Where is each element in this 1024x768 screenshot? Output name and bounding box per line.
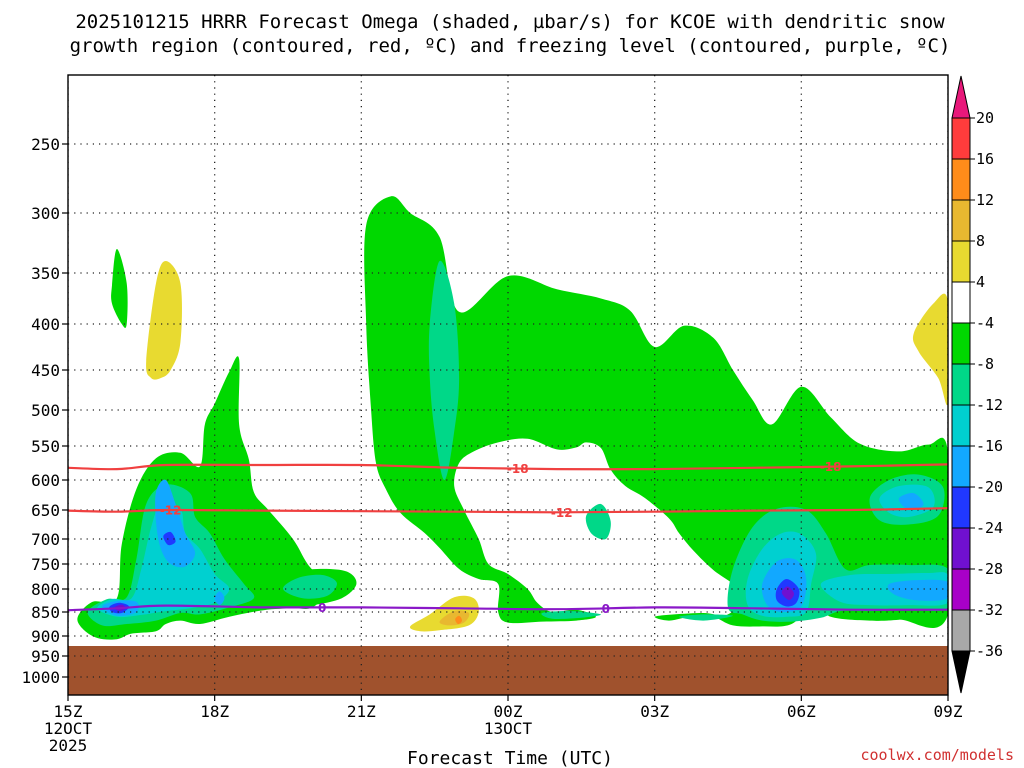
omega-shading xyxy=(77,196,948,640)
colorbar-swatch-8 xyxy=(951,445,971,488)
omega-region-m4-3 xyxy=(111,248,128,328)
colorbar-label-10: -24 xyxy=(976,519,1003,537)
colorbar-top-arrow xyxy=(951,75,971,119)
contour-line-m18 xyxy=(68,463,948,471)
colorbar-swatch-2 xyxy=(951,199,971,242)
colorbar-label-13: -36 xyxy=(976,642,1003,660)
omega-region-m8-5 xyxy=(283,574,337,599)
omega-region-m12-12 xyxy=(97,502,230,618)
colorbar-label-0: 20 xyxy=(976,109,994,127)
contour-label-m12-1: -12 xyxy=(551,506,573,520)
omega-region-4-28 xyxy=(912,293,948,405)
colorbar-label-8: -16 xyxy=(976,437,1003,455)
colorbar-label-7: -12 xyxy=(976,396,1003,414)
omega-region-m8-7 xyxy=(679,614,733,621)
y-tick-label-300: 300 xyxy=(31,204,60,223)
x-tick-label-6-0: 21Z xyxy=(347,702,376,721)
colorbar-label-6: -8 xyxy=(976,355,994,373)
colorbar-label-2: 12 xyxy=(976,191,994,209)
y-tick-label-650: 650 xyxy=(31,501,60,520)
y-tick-label-950: 950 xyxy=(31,647,60,666)
omega-region-m8-8 xyxy=(428,260,460,480)
contour-line-0 xyxy=(68,604,948,612)
credit-text: coolwx.com/models xyxy=(860,746,1014,764)
y-tick-label-250: 250 xyxy=(31,135,60,154)
colorbar-swatch-5 xyxy=(951,322,971,365)
colorbar-swatch-10 xyxy=(951,527,971,570)
colorbar-label-4: 4 xyxy=(976,273,985,291)
colorbar-label-3: 8 xyxy=(976,232,985,250)
contour-label-m12-0: -12 xyxy=(160,504,182,518)
colorbar-bottom-arrow xyxy=(951,650,971,694)
x-tick-label-12-0: 03Z xyxy=(640,702,669,721)
x-tick-label-9-1: 13OCT xyxy=(484,719,533,738)
colorbar-swatch-7 xyxy=(951,404,971,447)
y-tick-label-400: 400 xyxy=(31,315,60,334)
x-axis-label: Forecast Time (UTC) xyxy=(407,748,613,768)
y-tick-label-450: 450 xyxy=(31,361,60,380)
colorbar-label-1: 16 xyxy=(976,150,994,168)
omega-region-m16-21 xyxy=(898,493,924,511)
colorbar-label-9: -20 xyxy=(976,478,1003,496)
contour-line-m12 xyxy=(68,507,948,514)
contour-label-0-1: 0 xyxy=(602,602,610,616)
y-tick-label-500: 500 xyxy=(31,401,60,420)
grid-lines xyxy=(68,75,948,695)
omega-region-m16-17 xyxy=(155,479,196,568)
colorbar-swatch-11 xyxy=(951,568,971,611)
omega-region-m8-6 xyxy=(541,611,602,619)
x-tick-label-15-0: 06Z xyxy=(787,702,816,721)
x-tick-label-0-0: 15Z xyxy=(54,702,83,721)
x-tick-label-0-1: 12OCT xyxy=(44,719,93,738)
x-tick-label-18-0: 09Z xyxy=(934,702,963,721)
x-tick-label-0-2: 2025 xyxy=(49,736,88,755)
colorbar-label-11: -28 xyxy=(976,560,1003,578)
colorbar-swatch-3 xyxy=(951,240,971,283)
omega-region-m16-20 xyxy=(887,579,948,601)
colorbar-swatch-12 xyxy=(951,609,971,652)
y-tick-label-900: 900 xyxy=(31,627,60,646)
colorbar-label-12: -32 xyxy=(976,601,1003,619)
y-tick-label-750: 750 xyxy=(31,555,60,574)
omega-region-4-27 xyxy=(146,261,182,380)
omega-region-12-31 xyxy=(455,615,463,625)
colorbar-swatch-6 xyxy=(951,363,971,406)
y-tick-label-850: 850 xyxy=(31,603,60,622)
contour-labels: -18 -18 -12 -12 0 0 xyxy=(160,460,842,616)
x-tick-label-3-0: 18Z xyxy=(200,702,229,721)
y-tick-label-550: 550 xyxy=(31,437,60,456)
y-tick-label-350: 350 xyxy=(31,264,60,283)
chart-title-line-1: 2025101215 HRRR Forecast Omega (shaded, … xyxy=(75,11,945,33)
contour-lines xyxy=(68,463,948,612)
contour-label-m18-1: -18 xyxy=(820,460,842,474)
colorbar-swatch-1 xyxy=(951,158,971,201)
colorbar: 20 16 12 8 4 -4 -8 -12 -16 -20 -24 -28 -32 -36 xyxy=(951,75,1003,694)
contour-label-0-0: 0 xyxy=(318,601,326,615)
contour-label-m18-0: -18 xyxy=(507,462,529,476)
y-tick-label-700: 700 xyxy=(31,530,60,549)
omega-region-8-30 xyxy=(439,610,470,626)
omega-region-m20-23 xyxy=(163,531,176,546)
colorbar-swatch-4 xyxy=(951,281,971,324)
y-tick-label-1000: 1000 xyxy=(21,668,60,687)
colorbar-swatch-0 xyxy=(951,117,971,160)
colorbar-label-5: -4 xyxy=(976,314,994,332)
colorbar-swatch-9 xyxy=(951,486,971,529)
omega-region-m16-18 xyxy=(214,591,225,606)
y-axis: 250 300 350 400 450 500 550 600 650 700 750 800 850 9… xyxy=(21,135,68,687)
omega-region-m24-26 xyxy=(781,586,795,601)
y-tick-label-600: 600 xyxy=(31,471,60,490)
chart-title-line-2: growth region (contoured, red, ºC) and f… xyxy=(70,35,951,57)
x-tick-label-9-0: 00Z xyxy=(494,702,523,721)
y-tick-label-800: 800 xyxy=(31,580,60,599)
